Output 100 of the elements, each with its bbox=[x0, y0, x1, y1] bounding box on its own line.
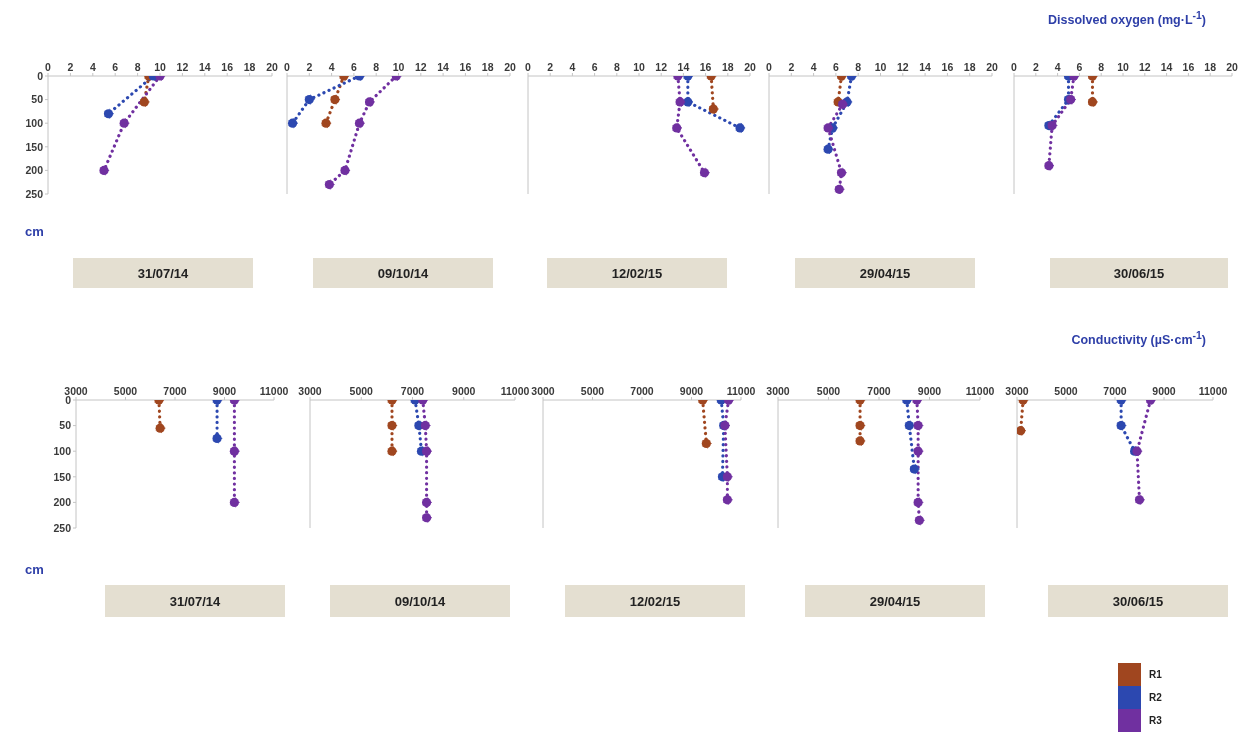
x-tick-label: 9000 bbox=[452, 385, 476, 397]
x-tick-label: 20 bbox=[266, 61, 278, 73]
point bbox=[722, 471, 733, 482]
point bbox=[734, 122, 746, 134]
point bbox=[837, 99, 848, 110]
point bbox=[420, 420, 431, 431]
point bbox=[836, 167, 847, 178]
x-tick-label: 2 bbox=[1032, 61, 1039, 73]
x-tick-label: 5000 bbox=[580, 385, 605, 397]
point bbox=[1116, 420, 1127, 431]
point bbox=[304, 94, 315, 105]
x-tick-label: 12 bbox=[896, 61, 909, 73]
y-tick-label: 100 bbox=[25, 116, 44, 129]
y-tick-label: 50 bbox=[31, 93, 44, 106]
point bbox=[320, 118, 332, 129]
x-tick-label: 9000 bbox=[917, 385, 942, 397]
point bbox=[155, 423, 166, 434]
x-tick-label: 20 bbox=[504, 61, 516, 73]
text: 29/04/15 bbox=[805, 585, 985, 617]
x-tick-label: 5000 bbox=[1054, 385, 1078, 397]
y-tick-label: 250 bbox=[53, 521, 72, 534]
point bbox=[834, 184, 845, 194]
y-tick-label: 150 bbox=[25, 140, 44, 153]
x-tick-label: 0 bbox=[45, 61, 52, 73]
x-tick-label: 18 bbox=[243, 61, 256, 73]
x-tick-label: 5000 bbox=[349, 385, 374, 397]
x-tick-label: 4 bbox=[328, 61, 335, 73]
x-tick-label: 16 bbox=[699, 61, 712, 73]
x-tick-label: 11000 bbox=[1198, 385, 1228, 397]
text: 29/04/15 bbox=[795, 258, 975, 288]
x-tick-label: 20 bbox=[1226, 61, 1238, 73]
x-tick-label: 14 bbox=[1160, 61, 1173, 73]
x-tick-label: 12 bbox=[414, 61, 427, 73]
legend-label: R2 bbox=[1149, 692, 1162, 703]
x-tick-label: 12 bbox=[1138, 61, 1151, 73]
x-tick-label: 3000 bbox=[766, 385, 790, 397]
x-tick-label: 7000 bbox=[1103, 385, 1127, 397]
x-tick-label: 11000 bbox=[965, 385, 995, 397]
x-tick-label: 4 bbox=[1054, 61, 1061, 73]
x-tick-label: 10 bbox=[1117, 61, 1129, 73]
x-tick-label: 7000 bbox=[867, 385, 891, 397]
point bbox=[386, 446, 398, 457]
y-tick-label: 150 bbox=[53, 470, 72, 483]
x-tick-label: 18 bbox=[481, 61, 494, 73]
x-tick-label: 11000 bbox=[259, 385, 289, 397]
point bbox=[421, 446, 432, 457]
point bbox=[421, 497, 432, 508]
x-axis-title: Dissolved oxygen (mg·L$^{-1}$) bbox=[1048, 10, 1206, 28]
x-tick-label: 14 bbox=[198, 61, 211, 73]
y-axis-title: cm bbox=[25, 224, 44, 239]
x-tick-label: 10 bbox=[392, 61, 405, 73]
x-tick-label: 20 bbox=[744, 61, 756, 73]
x-tick-label: 4 bbox=[569, 61, 576, 73]
x-tick-label: 8 bbox=[855, 61, 862, 73]
text: 09/10/14 bbox=[313, 258, 493, 288]
text: 12/02/15 bbox=[547, 258, 727, 288]
x-tick-label: 2 bbox=[547, 61, 554, 73]
legend-label: R1 bbox=[1149, 669, 1162, 680]
x-tick-label: 0 bbox=[766, 61, 773, 73]
point bbox=[722, 494, 733, 505]
y-axis-title: cm bbox=[25, 562, 44, 577]
x-tick-label: 8 bbox=[134, 61, 141, 73]
text: 31/07/14 bbox=[105, 585, 285, 617]
y-tick-label: 100 bbox=[53, 444, 72, 457]
x-tick-label: 4 bbox=[89, 61, 96, 73]
point bbox=[354, 118, 365, 129]
point bbox=[913, 420, 924, 431]
text: 31/07/14 bbox=[73, 258, 253, 288]
x-tick-label: 3000 bbox=[64, 385, 88, 397]
x-tick-label: 6 bbox=[1076, 61, 1083, 73]
point bbox=[909, 464, 920, 475]
x-tick-label: 6 bbox=[591, 61, 598, 73]
x-tick-label: 20 bbox=[986, 61, 998, 73]
point bbox=[671, 122, 682, 134]
x-tick-label: 3000 bbox=[1005, 385, 1029, 397]
x-tick-label: 8 bbox=[373, 61, 380, 73]
x-tick-label: 5000 bbox=[113, 385, 138, 397]
text: 12/02/15 bbox=[565, 585, 745, 617]
x-tick-label: 6 bbox=[350, 61, 357, 73]
legend-label: R3 bbox=[1149, 715, 1162, 726]
point bbox=[287, 118, 298, 129]
x-tick-label: 14 bbox=[437, 61, 450, 73]
x-tick-label: 16 bbox=[459, 61, 472, 73]
y-tick-label: 50 bbox=[59, 419, 72, 432]
point bbox=[699, 167, 710, 178]
point bbox=[823, 144, 834, 155]
point bbox=[701, 438, 712, 449]
x-axis-title: Conductivity (µS·cm$^{-1}$) bbox=[1071, 330, 1206, 348]
text: 09/10/14 bbox=[330, 585, 510, 617]
x-tick-label: 2 bbox=[67, 61, 74, 73]
x-tick-label: 6 bbox=[832, 61, 839, 73]
x-tick-label: 16 bbox=[221, 61, 234, 73]
x-tick-label: 8 bbox=[1098, 61, 1105, 73]
y-tick-label: 0 bbox=[37, 69, 44, 82]
y-tick-label: 200 bbox=[53, 496, 72, 509]
x-tick-label: 7000 bbox=[163, 385, 187, 397]
x-tick-label: 3000 bbox=[298, 385, 322, 397]
x-tick-label: 6 bbox=[112, 61, 119, 73]
x-tick-label: 7000 bbox=[630, 385, 654, 397]
x-tick-label: 9000 bbox=[679, 385, 704, 397]
